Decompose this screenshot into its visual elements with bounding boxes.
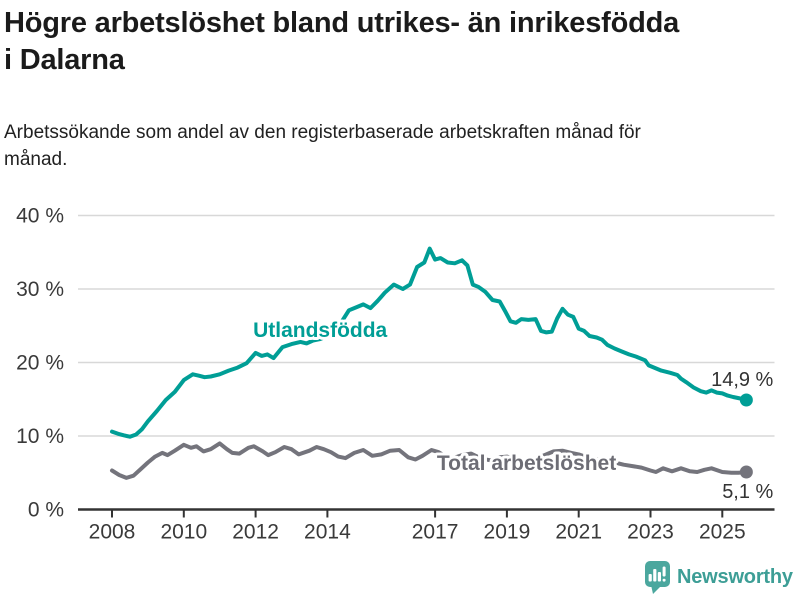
logo-bubble-tail — [651, 585, 662, 594]
brand-footer: Newsworthy — [645, 559, 793, 595]
series-label: Total arbetslöshet — [437, 452, 616, 475]
brand-name: Newsworthy — [677, 565, 793, 588]
page-title: Högre arbetslöshet bland utrikes- än inr… — [4, 7, 680, 76]
y-axis-tick-label: 10 % — [16, 425, 64, 448]
y-axis-tick-label: 40 % — [16, 205, 64, 228]
x-axis-tick-label: 2021 — [555, 521, 602, 544]
x-axis-tick-label: 2019 — [484, 521, 531, 544]
x-axis-tick-label: 2025 — [699, 521, 746, 544]
series-label: Utlandsfödda — [253, 319, 387, 342]
series-line-total — [110, 441, 749, 480]
x-axis-tick-label: 2012 — [232, 521, 279, 544]
y-axis-tick-label: 20 % — [16, 352, 64, 375]
last-value-label: 14,9 % — [711, 369, 773, 391]
x-axis-tick-label: 2010 — [160, 521, 207, 544]
series-end-dot — [739, 393, 753, 407]
series-end-dot — [739, 465, 753, 479]
logo-bubble — [645, 561, 670, 587]
x-axis-tick-label: 2023 — [627, 521, 674, 544]
chart-subtitle: Arbetssökande som andel av den registerb… — [4, 122, 641, 170]
y-axis-tick-label: 0 % — [28, 499, 64, 522]
series-line-utlandsfodda — [110, 246, 749, 439]
x-axis-tick-label: 2017 — [412, 521, 459, 544]
last-value-label: 5,1 % — [722, 481, 773, 503]
logo-barchart-glyph — [648, 566, 666, 582]
x-axis-tick-label: 2014 — [304, 521, 351, 544]
y-axis-tick-label: 30 % — [16, 278, 64, 301]
newsworthy-logo-icon — [645, 561, 670, 594]
x-axis-tick-label: 2008 — [89, 521, 136, 544]
